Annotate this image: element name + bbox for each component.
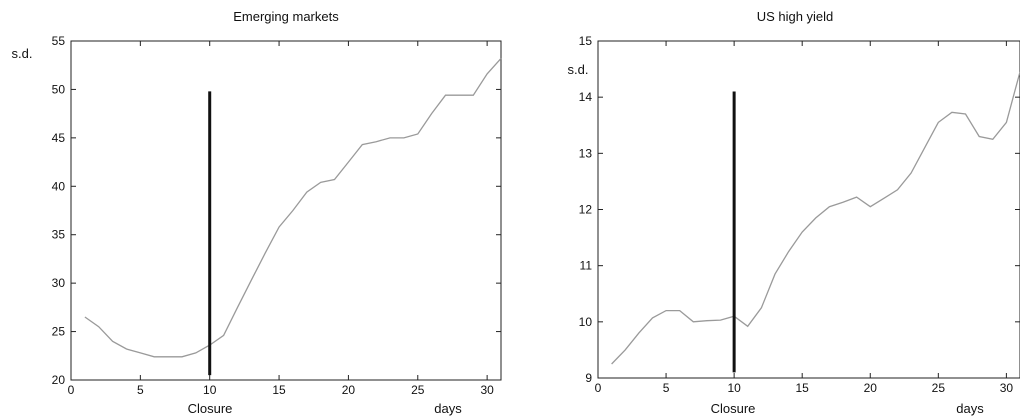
x-tick-label: 30 <box>480 383 494 397</box>
y-tick-label: 12 <box>579 203 593 217</box>
y-tick-label: 13 <box>579 146 593 160</box>
y-tick-label: 10 <box>579 315 593 329</box>
y-tick-label: 15 <box>579 34 593 48</box>
y-tick-label: 9 <box>585 371 592 385</box>
y-tick-label: 50 <box>52 82 66 96</box>
plot-frame <box>70 40 502 381</box>
x-tick-label: 15 <box>272 383 286 397</box>
x-tick-label: 25 <box>932 381 946 395</box>
closure-label: Closure <box>711 401 756 416</box>
y-axis-label: s.d. <box>12 46 33 61</box>
y-tick-label: 20 <box>52 373 66 387</box>
x-tick-label: 25 <box>411 383 425 397</box>
y-tick-label: 14 <box>579 90 593 104</box>
x-tick-label: 10 <box>727 381 741 395</box>
x-tick-label: 15 <box>796 381 810 395</box>
y-tick-label: 35 <box>52 228 66 242</box>
x-tick-label: 0 <box>595 381 602 395</box>
x-tick-label: 20 <box>864 381 878 395</box>
x-tick-label: 5 <box>137 383 144 397</box>
y-tick-label: 25 <box>52 325 66 339</box>
y-tick-label: 11 <box>580 259 593 273</box>
y-axis-label: s.d. <box>568 62 589 77</box>
chart-panel-1: Emerging markets 20 25 30 35 40 45 50 55 0 5 10 15 20… <box>12 9 502 416</box>
chart-title: Emerging markets <box>233 9 339 24</box>
chart-title: US high yield <box>757 9 834 24</box>
x-tick-label: 10 <box>203 383 217 397</box>
y-tick-label: 55 <box>52 34 66 48</box>
series-line <box>611 71 1020 365</box>
x-tick-label: 0 <box>68 383 75 397</box>
x-tick-label: 5 <box>663 381 670 395</box>
x-tick-label: 30 <box>1000 381 1014 395</box>
y-tick-label: 45 <box>52 131 66 145</box>
plot-frame <box>597 40 1020 379</box>
x-axis-label: days <box>956 401 984 416</box>
closure-label: Closure <box>188 401 233 416</box>
y-tick-label: 30 <box>52 276 66 290</box>
y-tick-label: 40 <box>52 179 66 193</box>
x-axis-label: days <box>434 401 462 416</box>
series-line <box>84 57 502 358</box>
chart-panel-2: US high yield 9 10 11 12 13 14 15 0 5 10 15 20 25 30 s.… <box>568 9 1020 416</box>
x-tick-label: 20 <box>342 383 356 397</box>
